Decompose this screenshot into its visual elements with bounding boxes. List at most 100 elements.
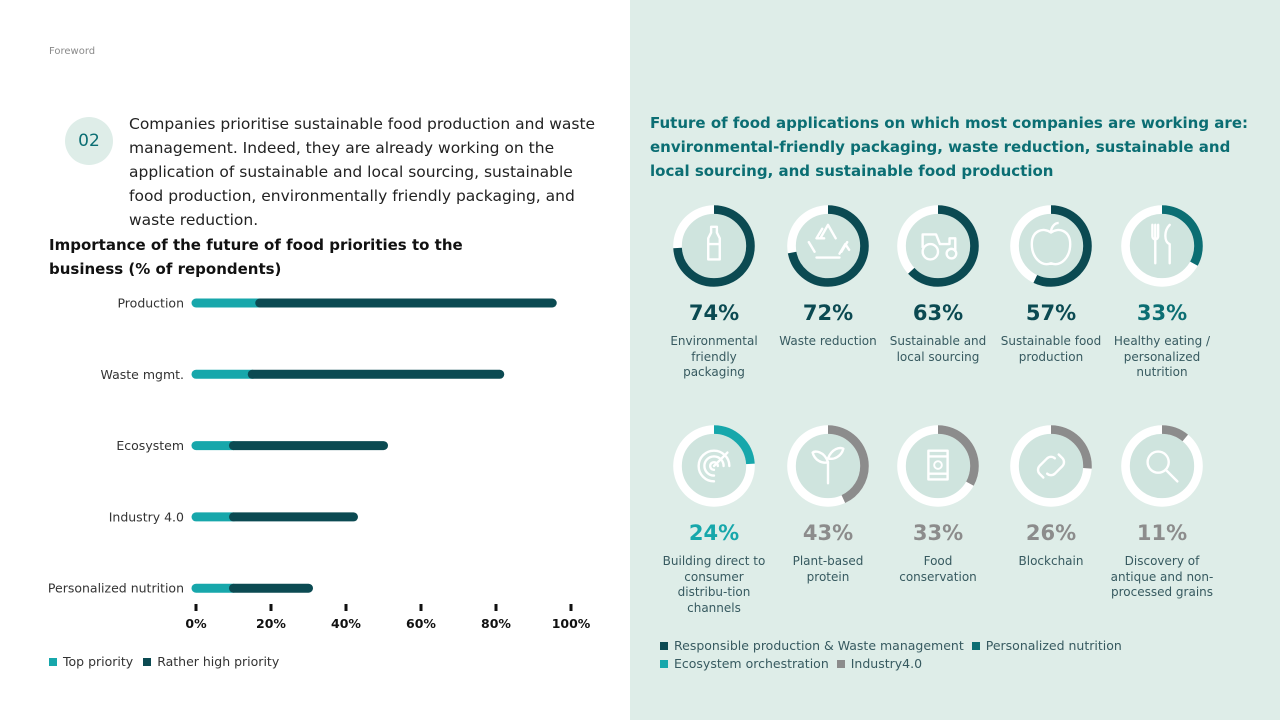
- donut-card: 74% Environmental friendly packaging: [659, 198, 769, 381]
- left-panel: Foreword 02 Companies prioritise sustain…: [0, 0, 630, 720]
- bar-chart: Production Waste mgmt. Ecosystem Industry 4…: [48, 296, 591, 632]
- x-axis-tick-label: 60%: [406, 616, 436, 631]
- donut-value-arc: [787, 205, 869, 287]
- donut-percentage: 33%: [912, 521, 964, 545]
- donut-chart: [897, 425, 979, 507]
- donut-percentage: 11%: [1136, 521, 1188, 545]
- sprout-icon: [811, 446, 845, 485]
- recycle-icon: [807, 223, 851, 259]
- intro-paragraph: Companies prioritise sustainable food pr…: [129, 115, 596, 229]
- donut-label: Waste reduction: [779, 334, 877, 348]
- legend-swatch: [836, 660, 845, 668]
- legend-item: Industry4.0: [836, 655, 923, 673]
- donut-percentage: 26%: [1025, 521, 1077, 545]
- donut-value-arc: [787, 425, 869, 507]
- bar-chart-title: Importance of the future of food priorit…: [49, 236, 463, 278]
- legend-label: Industry4.0: [850, 656, 923, 671]
- donut-card: 63% Sustainable and local sourcing: [883, 198, 993, 365]
- donut-label: Building direct to consumer distribu-tio…: [662, 554, 766, 615]
- donut-value-arc: [673, 205, 755, 287]
- donut-percentage: 72%: [802, 301, 854, 325]
- donut-card: 43% Plant-based protein: [773, 418, 883, 585]
- donut-label: Plant-based protein: [792, 554, 864, 584]
- donut-card: 33% Healthy eating / personalized nutriti…: [1107, 198, 1217, 381]
- bar-chart-legend: Top priority Rather high priority: [49, 654, 279, 669]
- bar-category-label: Ecosystem: [116, 438, 184, 453]
- donut-value-arc: [1121, 205, 1203, 287]
- legend-swatch: [660, 642, 668, 650]
- donut-card: 57% Sustainable food production: [996, 198, 1106, 365]
- donut-percentage: 74%: [688, 301, 740, 325]
- donut-chart: [1010, 425, 1092, 507]
- bar-category-label: Waste mgmt.: [101, 367, 184, 382]
- legend-label: Rather high priority: [157, 654, 280, 669]
- donut-legend: Responsible production & Waste managemen…: [660, 637, 1130, 673]
- legend-swatch: [143, 657, 152, 666]
- donut-card: 11% Discovery of antique and non-processe…: [1107, 418, 1217, 601]
- section-label: Foreword: [49, 46, 96, 57]
- bar-category-label: Personalized nutrition: [48, 581, 184, 596]
- donut-label: Blockchain: [1018, 554, 1084, 568]
- donut-percentage: 63%: [912, 301, 964, 325]
- donut-card: 33% Food conservation: [883, 418, 993, 585]
- legend-swatch: [49, 657, 57, 666]
- donut-chart: [787, 425, 869, 507]
- donut-value-arc: [897, 205, 979, 287]
- chain-link-icon: [1036, 453, 1066, 479]
- apple-icon: [1030, 221, 1072, 266]
- legend-label: Top priority: [63, 654, 134, 669]
- target-icon: [697, 449, 731, 483]
- x-axis-tick: [194, 604, 198, 611]
- legend-swatch: [971, 642, 980, 650]
- donut-label: Sustainable and local sourcing: [889, 334, 987, 364]
- donut-chart: [897, 205, 979, 287]
- donut-chart: [1010, 205, 1092, 287]
- donut-chart: [673, 425, 755, 507]
- donut-label: Environmental friendly packaging: [670, 334, 758, 379]
- bar-category-label: Industry 4.0: [109, 509, 184, 524]
- legend-label: Responsible production & Waste managemen…: [674, 638, 964, 653]
- donut-percentage: 57%: [1025, 301, 1077, 325]
- legend-swatch: [660, 660, 668, 668]
- donut-chart: [1121, 425, 1203, 507]
- donut-value-arc: [673, 425, 755, 507]
- donut-section-title: Future of food applications on which mos…: [650, 114, 1248, 180]
- donut-chart: [1121, 205, 1203, 287]
- bar-category-label: Production: [117, 296, 184, 311]
- x-axis-tick: [344, 604, 348, 611]
- x-axis-tick: [419, 604, 423, 611]
- legend-item: Personalized nutrition: [971, 637, 1122, 655]
- legend-item-top-priority: Top priority: [49, 654, 133, 669]
- donut-label: Food conservation: [899, 554, 977, 584]
- can-icon: [927, 449, 949, 481]
- x-axis-tick-label: 0%: [185, 616, 207, 631]
- donut-percentage: 43%: [802, 521, 854, 545]
- donut-percentage: 33%: [1136, 301, 1188, 325]
- x-axis-tick-label: 40%: [331, 616, 361, 631]
- x-axis-tick-label: 20%: [256, 616, 286, 631]
- x-axis-tick: [569, 604, 573, 611]
- legend-label: Ecosystem orchestration: [674, 656, 829, 671]
- x-axis-tick-label: 100%: [552, 616, 591, 631]
- donut-value-arc: [897, 425, 979, 507]
- cutlery-icon: [1151, 223, 1171, 265]
- donut-chart: [787, 205, 869, 287]
- legend-label: Personalized nutrition: [985, 638, 1122, 653]
- section-number-badge: 02: [65, 117, 113, 165]
- legend-item: Responsible production & Waste managemen…: [660, 637, 964, 655]
- donut-card: 72% Waste reduction: [773, 198, 883, 350]
- donut-value-arc: [1010, 205, 1092, 287]
- legend-item-high-priority: Rather high priority: [143, 654, 279, 669]
- tractor-icon: [921, 233, 958, 261]
- bottle-icon: [707, 225, 721, 261]
- donut-label: Healthy eating / personalized nutrition: [1113, 334, 1211, 379]
- legend-item: Ecosystem orchestration: [660, 655, 829, 673]
- x-axis-tick: [494, 604, 498, 611]
- magnifier-icon: [1146, 450, 1179, 483]
- right-panel: Future of food applications on which mos…: [630, 0, 1280, 720]
- x-axis-tick-label: 80%: [481, 616, 511, 631]
- donut-label: Discovery of antique and non-processed g…: [1110, 554, 1214, 599]
- donut-card: 26% Blockchain: [996, 418, 1106, 570]
- donut-value-arc: [1121, 425, 1203, 507]
- donut-card: 24% Building direct to consumer distribu-…: [659, 418, 769, 616]
